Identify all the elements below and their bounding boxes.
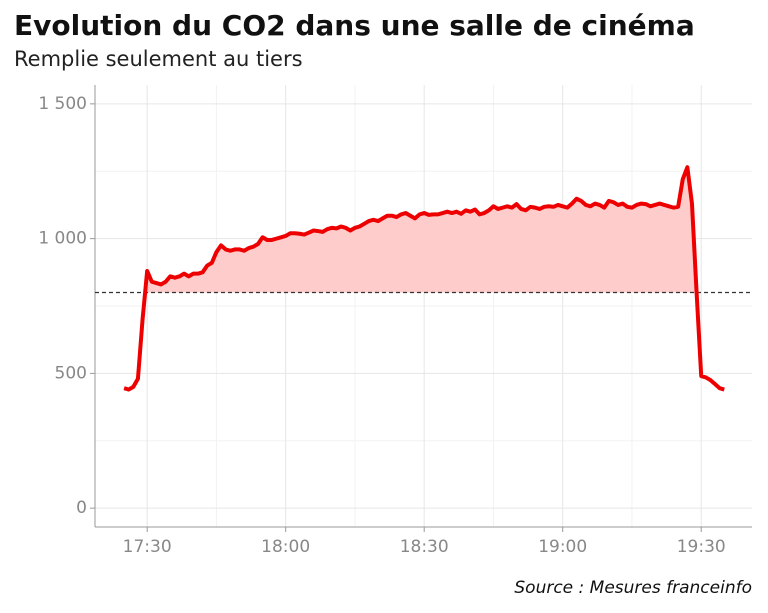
line — [123, 165, 725, 392]
area — [124, 167, 725, 293]
x-tick-label: 18:00 — [261, 537, 310, 557]
y-tick-label: 1 000 — [38, 229, 87, 249]
source: Source : Mesures franceinfo — [514, 578, 752, 598]
chart-subtitle: Remplie seulement au tiers — [14, 47, 303, 71]
x-tick-label: 18:30 — [400, 537, 449, 557]
x-tick-label: 17:30 — [123, 537, 172, 557]
y-tick-label: 1 500 — [38, 94, 87, 114]
y-tick-label: 0 — [76, 498, 87, 518]
y-tick-label: 500 — [55, 363, 87, 383]
chart-title: Evolution du CO2 dans une salle de ciném… — [14, 9, 695, 42]
x-tick-label: 19:00 — [538, 537, 587, 557]
x-tick-label: 19:30 — [677, 537, 726, 557]
